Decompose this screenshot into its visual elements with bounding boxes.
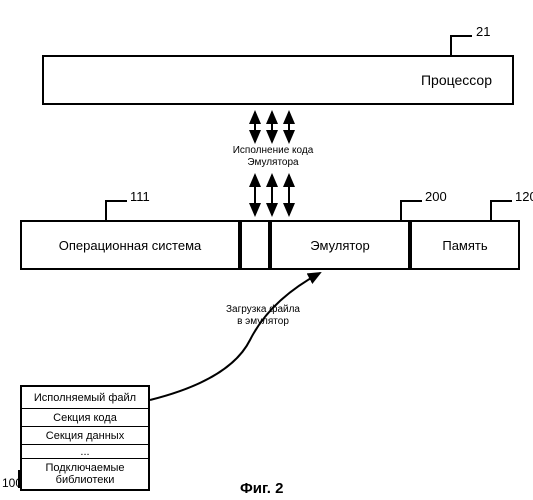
callout-line — [105, 200, 107, 220]
processor-box: Процессор — [42, 55, 514, 105]
emulator-label: Эмулятор — [310, 238, 369, 253]
file-row: Исполняемый файл — [22, 387, 148, 409]
callout-line — [105, 200, 127, 202]
file-box: Исполняемый файл Секция кода Секция данн… — [20, 385, 150, 491]
callout-line — [400, 200, 422, 202]
file-ref: 100 — [2, 476, 22, 490]
figure-caption: Фиг. 2 — [240, 480, 283, 497]
processor-label: Процессор — [421, 72, 492, 88]
os-ref: 111 — [130, 189, 150, 204]
os-box: Операционная система — [20, 220, 240, 270]
memory-label: Память — [442, 238, 487, 253]
file-row: Секция данных — [22, 427, 148, 445]
load-label: Загрузка файла в эмулятор — [218, 304, 308, 328]
gap-box — [240, 220, 270, 270]
os-label: Операционная система — [59, 238, 202, 253]
callout-line — [450, 35, 472, 37]
callout-line — [450, 35, 452, 55]
callout-line — [400, 200, 402, 220]
emulator-ref: 200 — [425, 189, 447, 204]
file-row: ... — [22, 445, 148, 459]
emulator-box: Эмулятор — [270, 220, 410, 270]
file-row: Секция кода — [22, 409, 148, 427]
memory-box: Память — [410, 220, 520, 270]
memory-ref: 120 — [515, 189, 533, 204]
processor-ref: 21 — [476, 24, 490, 39]
exec-label: Исполнение кода Эмулятора — [228, 145, 318, 169]
file-row: Подключаемые библиотеки — [22, 459, 148, 489]
callout-line — [490, 200, 512, 202]
callout-line — [490, 200, 492, 220]
